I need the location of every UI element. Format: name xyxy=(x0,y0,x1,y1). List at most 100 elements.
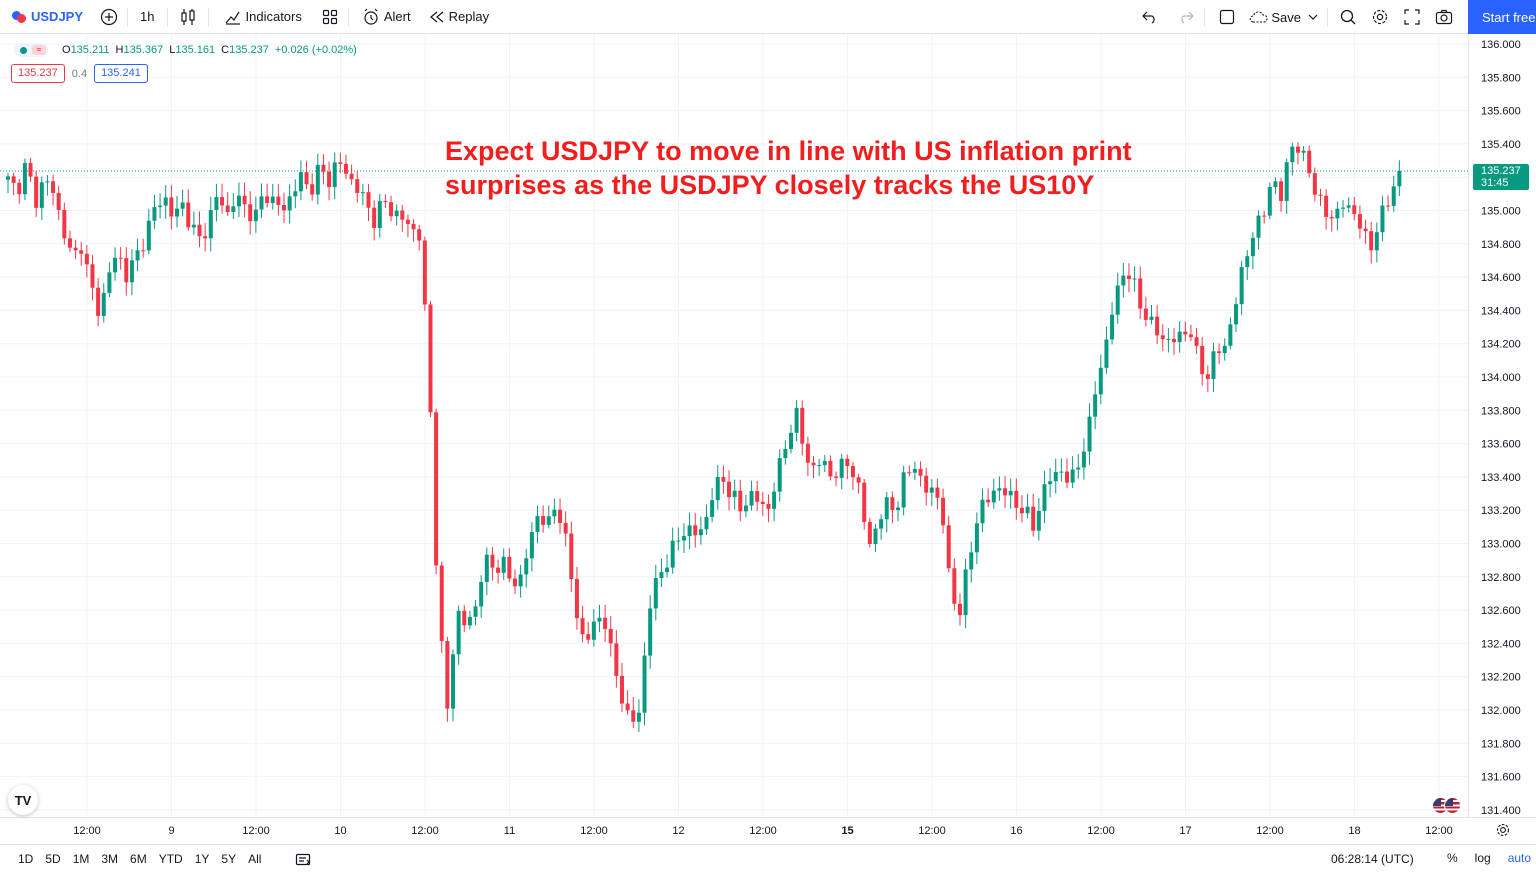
range-button-6m[interactable]: 6M xyxy=(130,852,147,866)
alert-button[interactable]: Alert xyxy=(349,0,419,34)
candle xyxy=(1290,142,1295,176)
search-button[interactable] xyxy=(1328,0,1364,34)
candle xyxy=(1019,495,1024,523)
utc-clock[interactable]: 06:28:14 (UTC) xyxy=(1331,852,1414,866)
candle xyxy=(1346,197,1351,213)
candle xyxy=(1098,354,1103,405)
candle xyxy=(1239,260,1244,316)
log-scale-toggle[interactable]: log xyxy=(1474,851,1491,865)
candle xyxy=(1284,158,1289,214)
candle xyxy=(287,184,292,224)
candle xyxy=(574,567,579,630)
candle xyxy=(445,636,450,722)
ohlc-legend: ≈ O135.211 H135.367 L135.161 C135.237 +0… xyxy=(14,43,357,57)
chart-area[interactable]: 136.000135.800135.600135.400135.200135.0… xyxy=(0,34,1536,844)
range-button-3m[interactable]: 3M xyxy=(101,852,119,866)
candle xyxy=(1008,478,1013,509)
fullscreen-button[interactable] xyxy=(1396,0,1428,34)
chart-type-button[interactable] xyxy=(168,0,208,34)
symbol-label: USDJPY xyxy=(31,9,84,24)
range-button-1d[interactable]: 1D xyxy=(18,852,34,866)
candle xyxy=(327,161,332,201)
grid-icon xyxy=(320,7,340,27)
candle xyxy=(721,465,726,495)
candle xyxy=(366,184,371,222)
interval-button[interactable]: 1h xyxy=(128,0,166,34)
time-tick-label: 15 xyxy=(841,825,853,837)
save-button[interactable]: Save xyxy=(1241,0,1327,34)
candle xyxy=(1177,321,1182,353)
legend-change: +0.026 (+0.02%) xyxy=(274,44,357,56)
snapshot-button[interactable] xyxy=(1428,0,1460,34)
candle xyxy=(220,183,225,214)
date-range-picker-icon[interactable] xyxy=(293,849,313,869)
candle xyxy=(1166,328,1171,353)
range-button-5d[interactable]: 5D xyxy=(45,852,61,866)
candle xyxy=(186,189,191,231)
us-events-icon[interactable] xyxy=(1432,797,1464,815)
range-button-all[interactable]: All xyxy=(248,852,262,866)
candle xyxy=(422,236,427,311)
fullscreen-layout-button[interactable] xyxy=(1205,0,1241,34)
interval-label: 1h xyxy=(140,9,155,24)
range-button-5y[interactable]: 5Y xyxy=(221,852,237,866)
candle xyxy=(1143,296,1148,327)
candle xyxy=(558,498,563,534)
price-tick-label: 134.000 xyxy=(1481,372,1521,384)
range-button-ytd[interactable]: YTD xyxy=(158,852,183,866)
chart-annotation[interactable]: Expect USDJPY to move in line with US in… xyxy=(445,134,1205,202)
percent-scale-toggle[interactable]: % xyxy=(1447,851,1458,865)
candle xyxy=(991,478,996,509)
replay-button[interactable]: Replay xyxy=(419,0,497,34)
candle xyxy=(918,461,923,487)
candle xyxy=(411,219,416,242)
candle xyxy=(152,194,157,229)
sell-button[interactable]: 135.237 xyxy=(11,64,65,83)
candle xyxy=(265,183,270,208)
candle xyxy=(1267,182,1272,220)
price-tick-label: 132.600 xyxy=(1481,605,1521,617)
candle xyxy=(879,514,884,540)
price-tick-label: 134.600 xyxy=(1481,272,1521,284)
candle xyxy=(1138,266,1143,319)
auto-scale-toggle[interactable]: auto xyxy=(1507,851,1532,865)
start-free-button[interactable]: Start free xyxy=(1468,0,1536,34)
price-axis[interactable]: 136.000135.800135.600135.400135.200135.0… xyxy=(1468,34,1536,844)
symbol-search[interactable]: USDJPY xyxy=(0,0,91,34)
top-toolbar: USDJPY 1h Indicators Alert R xyxy=(0,0,1536,34)
tradingview-logo[interactable]: TV xyxy=(8,785,38,815)
candle xyxy=(101,283,106,323)
range-button-1m[interactable]: 1M xyxy=(72,852,90,866)
candle xyxy=(270,183,275,210)
toolbar-divider xyxy=(207,7,209,26)
range-button-1y[interactable]: 1Y xyxy=(194,852,210,866)
candle xyxy=(1256,210,1261,250)
candle xyxy=(79,241,84,266)
time-tick-label: 12:00 xyxy=(1425,825,1453,837)
redo-button[interactable] xyxy=(1168,0,1204,34)
candle xyxy=(203,222,208,252)
legend-status-toggle[interactable]: ≈ xyxy=(14,43,48,57)
compare-button[interactable] xyxy=(91,0,127,34)
candle xyxy=(1031,493,1036,537)
candle xyxy=(896,501,901,522)
indicators-label: Indicators xyxy=(245,9,302,24)
candle xyxy=(710,487,715,523)
candle xyxy=(349,164,354,185)
settings-button[interactable] xyxy=(1364,0,1396,34)
undo-button[interactable] xyxy=(1132,0,1168,34)
candle xyxy=(1312,167,1317,202)
buy-button[interactable]: 135.241 xyxy=(94,64,148,83)
candle xyxy=(569,521,574,593)
time-axis[interactable]: 12:00 9 12:00 10 12:00 11 12:00 12 12:00 15 12:00 1… xyxy=(0,817,1536,838)
candle xyxy=(1121,263,1126,298)
candle xyxy=(952,558,957,611)
toolbar-divider xyxy=(1327,8,1328,26)
price-chart[interactable]: 136.000135.800135.600135.400135.200135.0… xyxy=(0,34,1536,844)
candle xyxy=(659,558,664,588)
candle xyxy=(394,204,399,226)
layouts-button[interactable] xyxy=(312,0,348,34)
candle xyxy=(850,462,855,491)
indicators-button[interactable]: Indicators xyxy=(209,0,312,34)
price-tick-label: 132.400 xyxy=(1481,638,1521,650)
